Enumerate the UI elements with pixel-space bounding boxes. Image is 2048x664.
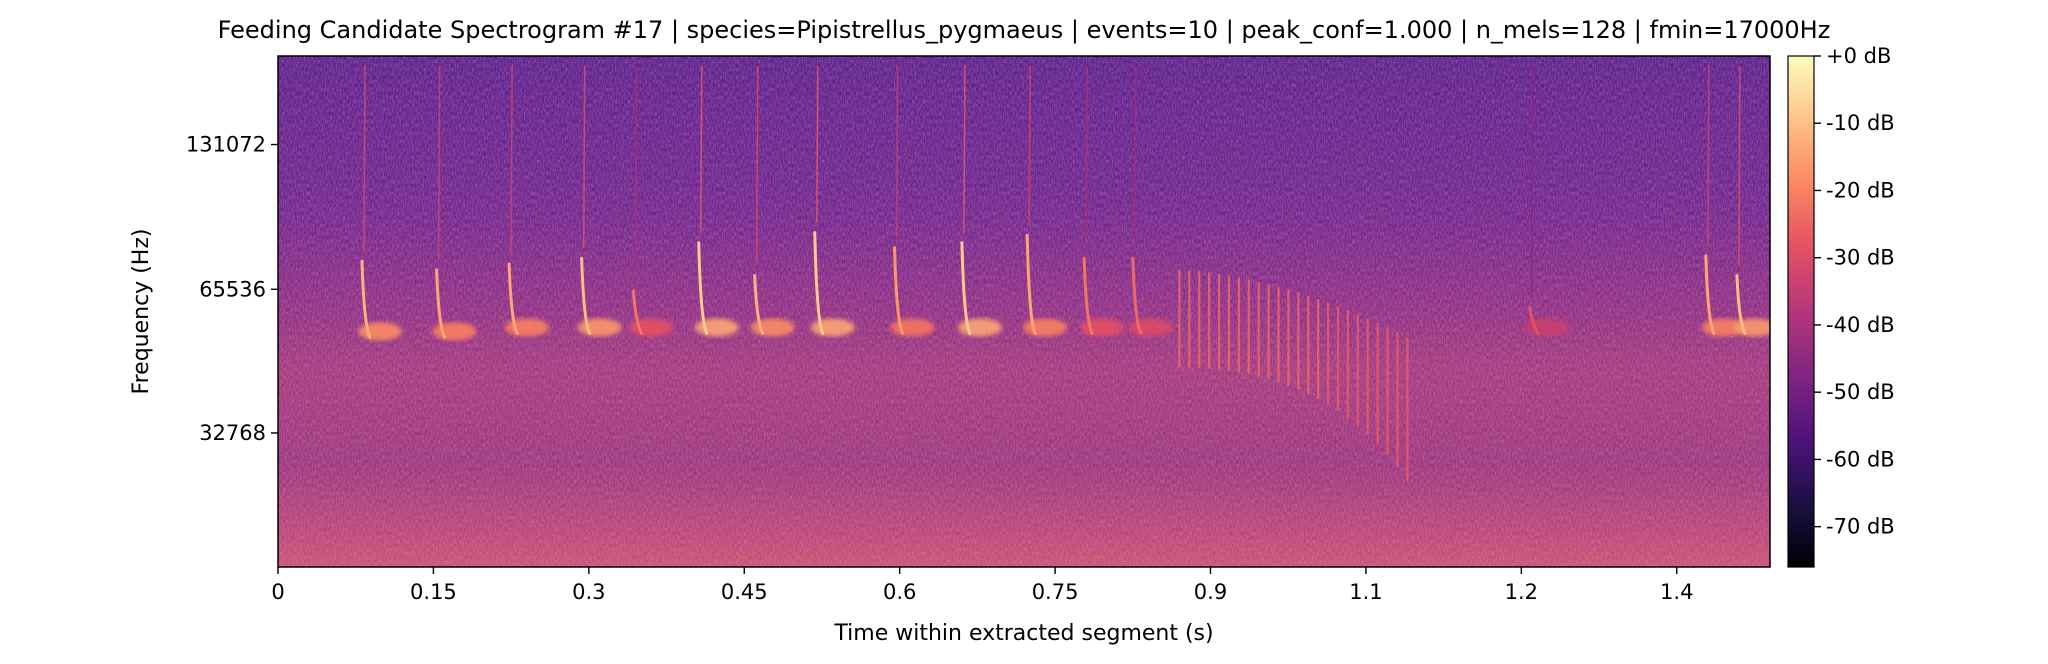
y-axis-label: Frequency (Hz) <box>129 229 154 395</box>
pulse-harmonic <box>1738 65 1741 266</box>
pulse-energy <box>505 318 550 337</box>
pulse-sweep <box>435 268 447 339</box>
pulse-13 <box>1128 65 1173 337</box>
colorbar-tick-label: +0 dB <box>1826 44 1891 68</box>
x-tick-label: 0.75 <box>1032 580 1079 604</box>
x-tick-label: 0.6 <box>883 580 916 604</box>
plot-frame <box>277 55 1771 568</box>
pulse-energy <box>890 318 935 337</box>
pulse-5 <box>629 65 674 337</box>
colorbar-tick-label: -50 dB <box>1826 380 1895 404</box>
pulse-sweep <box>813 231 825 335</box>
pulse-harmonic <box>1707 65 1710 246</box>
pulse-harmonic <box>1028 65 1031 226</box>
plot-area <box>277 55 1771 568</box>
colorbar-tick-label: -20 dB <box>1826 178 1895 202</box>
pulse-10 <box>957 65 1002 337</box>
spectrogram-noise <box>278 56 1770 567</box>
pulse-harmonic <box>1530 65 1534 298</box>
colorbar-gradient <box>1787 55 1815 568</box>
feeding-buzz <box>1178 269 1409 481</box>
pulse-sweep <box>580 256 592 335</box>
pulse-sweep <box>360 259 372 339</box>
pulse-16 <box>1732 65 1770 337</box>
pulse-sweep <box>1704 254 1716 335</box>
colorbar-tick-label: -70 dB <box>1826 515 1895 539</box>
pulse-harmonic <box>634 65 638 282</box>
x-axis-ticks: 0 0.15 0.3 0.45 0.6 0.75 0.9 1.1 1.2 1.4 <box>271 567 1693 604</box>
pulse-harmonic <box>1085 65 1088 249</box>
pulse-harmonic <box>510 65 513 254</box>
pulse-energy <box>810 318 855 337</box>
x-tick-label: 0.9 <box>1194 580 1227 604</box>
x-tick-label: 0.3 <box>572 580 605 604</box>
pulse-3 <box>505 65 550 337</box>
pulse-energy <box>1128 318 1173 337</box>
pulse-sweep <box>893 246 905 335</box>
pulse-harmonic <box>437 65 441 260</box>
pulse-14 <box>1525 65 1570 337</box>
pulse-sweep <box>960 241 972 335</box>
y-axis-ticks: 32768 65536 131072 <box>186 133 278 445</box>
pulse-8 <box>810 65 855 337</box>
pulse-sweep <box>1735 274 1747 335</box>
pulse-6 <box>694 65 739 337</box>
pulse-energy <box>957 318 1002 337</box>
echolocation-pulses <box>357 65 1770 481</box>
x-tick-label: 0 <box>271 580 284 604</box>
pulse-7 <box>750 65 795 337</box>
colorbar-tick-label: -10 dB <box>1826 111 1895 135</box>
colorbar-tick-label: -60 dB <box>1826 447 1895 471</box>
pulse-sweep <box>507 262 519 335</box>
pulse-energy <box>577 318 622 337</box>
pulse-harmonic <box>816 65 819 223</box>
pulse-sweep <box>753 274 765 335</box>
pulse-2 <box>432 65 477 341</box>
pulse-energy <box>432 322 477 341</box>
pulse-1 <box>357 65 402 341</box>
colorbar-tick-label: -40 dB <box>1826 313 1895 337</box>
pulse-9 <box>890 65 935 337</box>
pulse-energy <box>750 318 795 337</box>
pulse-energy <box>694 318 739 337</box>
pulse-harmonic <box>963 65 966 233</box>
pulse-sweep <box>1528 306 1540 335</box>
pulse-15 <box>1701 65 1746 337</box>
colorbar: +0 dB -10 dB -20 dB -30 dB -40 dB -50 dB -60 d… <box>1787 44 1895 568</box>
x-tick-label: 1.4 <box>1660 580 1693 604</box>
pulse-sweep <box>631 289 643 335</box>
pulse-sweep <box>1082 256 1094 335</box>
pulse-harmonic <box>699 65 703 233</box>
y-tick-label: 32768 <box>199 421 266 445</box>
x-axis-label: Time within extracted segment (s) <box>833 621 1213 646</box>
pulse-harmonic <box>755 65 759 266</box>
y-tick-label: 65536 <box>199 277 266 301</box>
x-tick-label: 0.15 <box>410 580 457 604</box>
pulse-sweep <box>1025 233 1037 335</box>
pulse-harmonic <box>1134 65 1137 249</box>
pulse-energy <box>1080 318 1125 337</box>
pulse-harmonic <box>363 65 366 252</box>
pulse-sweep <box>697 241 709 335</box>
pulse-harmonic <box>582 65 586 249</box>
pulse-11 <box>1023 65 1068 337</box>
x-tick-label: 1.2 <box>1505 580 1538 604</box>
x-tick-label: 1.1 <box>1349 580 1382 604</box>
y-tick-label: 131072 <box>186 133 266 157</box>
colorbar-ticks: +0 dB -10 dB -20 dB -30 dB -40 dB -50 dB -60 d… <box>1814 44 1895 539</box>
pulse-4 <box>577 65 622 337</box>
pulse-12 <box>1080 65 1125 337</box>
chart-title: Feeding Candidate Spectrogram #17 | spec… <box>218 16 1831 44</box>
colorbar-tick-label: -30 dB <box>1826 246 1895 270</box>
x-tick-label: 0.45 <box>721 580 768 604</box>
pulse-harmonic <box>895 65 899 238</box>
pulse-energy <box>357 322 402 341</box>
pulse-sweep <box>1131 256 1143 335</box>
pulse-energy <box>1023 318 1068 337</box>
